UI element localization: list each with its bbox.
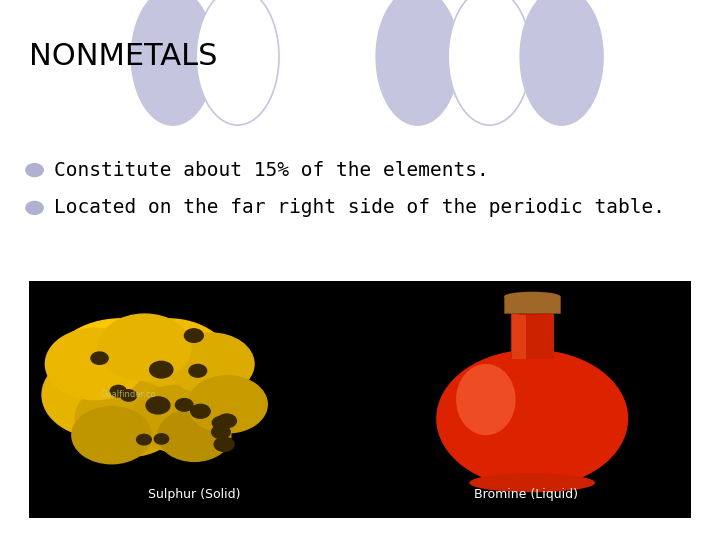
Circle shape bbox=[145, 352, 244, 423]
Circle shape bbox=[214, 437, 234, 451]
Ellipse shape bbox=[448, 0, 531, 125]
Circle shape bbox=[191, 404, 210, 418]
Bar bbox=[513, 312, 526, 359]
Circle shape bbox=[217, 414, 236, 428]
Text: NONMETALS: NONMETALS bbox=[29, 42, 217, 71]
Ellipse shape bbox=[521, 0, 603, 125]
Circle shape bbox=[121, 390, 137, 401]
Text: Bromine (Liquid): Bromine (Liquid) bbox=[474, 488, 577, 501]
Circle shape bbox=[26, 164, 43, 177]
Ellipse shape bbox=[196, 0, 279, 125]
Circle shape bbox=[42, 352, 161, 437]
Ellipse shape bbox=[376, 0, 459, 125]
Text: Constitute about 15% of the elements.: Constitute about 15% of the elements. bbox=[54, 160, 489, 180]
Circle shape bbox=[212, 416, 230, 429]
Circle shape bbox=[150, 361, 173, 378]
Circle shape bbox=[26, 201, 43, 214]
Circle shape bbox=[75, 381, 181, 457]
Circle shape bbox=[154, 434, 168, 444]
Bar bbox=[504, 296, 560, 313]
Bar bbox=[510, 312, 554, 359]
Circle shape bbox=[91, 352, 108, 365]
Text: Located on the far right side of the periodic table.: Located on the far right side of the per… bbox=[54, 198, 665, 218]
Ellipse shape bbox=[469, 473, 595, 492]
Circle shape bbox=[49, 319, 194, 423]
Circle shape bbox=[105, 319, 231, 409]
Circle shape bbox=[99, 354, 211, 435]
Ellipse shape bbox=[456, 364, 516, 435]
Text: Goalfinder.co: Goalfinder.co bbox=[100, 390, 156, 400]
Ellipse shape bbox=[510, 308, 554, 315]
Text: Sulphur (Solid): Sulphur (Solid) bbox=[148, 488, 240, 501]
Circle shape bbox=[168, 333, 254, 395]
Ellipse shape bbox=[436, 350, 629, 488]
Circle shape bbox=[45, 328, 145, 400]
Circle shape bbox=[72, 407, 151, 464]
Circle shape bbox=[110, 386, 126, 397]
Circle shape bbox=[189, 364, 207, 377]
Circle shape bbox=[146, 397, 170, 414]
Circle shape bbox=[158, 409, 231, 461]
Bar bbox=[29, 281, 691, 518]
Circle shape bbox=[212, 426, 230, 438]
Circle shape bbox=[184, 329, 203, 342]
Circle shape bbox=[132, 386, 224, 452]
Circle shape bbox=[188, 376, 267, 433]
Ellipse shape bbox=[504, 292, 560, 301]
Circle shape bbox=[99, 314, 191, 381]
Circle shape bbox=[137, 434, 151, 445]
Circle shape bbox=[176, 399, 193, 411]
Ellipse shape bbox=[131, 0, 215, 125]
